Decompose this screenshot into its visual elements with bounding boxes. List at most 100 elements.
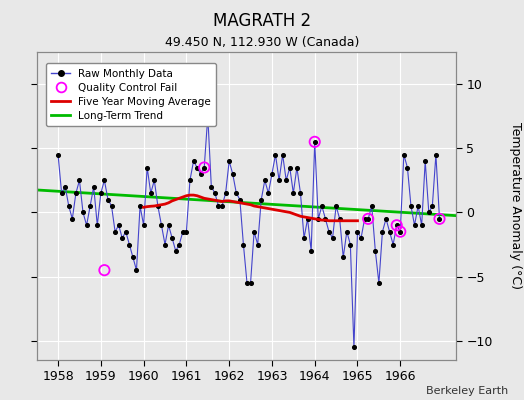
Point xyxy=(157,222,166,228)
Point xyxy=(68,216,77,222)
Point xyxy=(385,228,394,235)
Point xyxy=(243,280,251,286)
Point xyxy=(392,222,401,228)
Point xyxy=(364,216,373,222)
Point xyxy=(414,203,422,209)
Point xyxy=(111,228,119,235)
Point xyxy=(79,209,87,216)
Point xyxy=(364,216,373,222)
Point xyxy=(400,152,408,158)
Point xyxy=(300,235,308,241)
Point xyxy=(396,228,405,235)
Text: 49.450 N, 112.930 W (Canada): 49.450 N, 112.930 W (Canada) xyxy=(165,36,359,49)
Point xyxy=(150,177,158,184)
Point xyxy=(104,196,112,203)
Point xyxy=(54,152,62,158)
Point xyxy=(90,184,98,190)
Point xyxy=(418,222,426,228)
Point xyxy=(232,190,241,196)
Point xyxy=(268,171,276,177)
Point xyxy=(239,241,248,248)
Point xyxy=(107,203,116,209)
Point xyxy=(346,241,355,248)
Point xyxy=(185,177,194,184)
Point xyxy=(100,267,108,273)
Point xyxy=(171,248,180,254)
Point xyxy=(325,228,333,235)
Point xyxy=(218,203,226,209)
Point xyxy=(175,241,183,248)
Point xyxy=(86,203,94,209)
Point xyxy=(392,222,401,228)
Point xyxy=(58,190,66,196)
Point xyxy=(335,216,344,222)
Point xyxy=(139,222,148,228)
Point xyxy=(100,177,108,184)
Point xyxy=(271,152,280,158)
Point xyxy=(64,203,73,209)
Point xyxy=(236,196,244,203)
Point xyxy=(428,203,436,209)
Point xyxy=(435,216,444,222)
Point xyxy=(61,184,69,190)
Point xyxy=(371,248,379,254)
Point xyxy=(200,164,209,171)
Point xyxy=(132,267,140,273)
Point xyxy=(193,164,201,171)
Point xyxy=(432,152,440,158)
Point xyxy=(343,228,351,235)
Point xyxy=(282,177,290,184)
Point xyxy=(246,280,255,286)
Point xyxy=(165,222,173,228)
Point xyxy=(289,190,298,196)
Point xyxy=(293,164,301,171)
Point xyxy=(321,216,330,222)
Point xyxy=(278,152,287,158)
Point xyxy=(196,171,205,177)
Point xyxy=(311,139,319,145)
Point xyxy=(264,190,272,196)
Point xyxy=(222,190,230,196)
Text: Berkeley Earth: Berkeley Earth xyxy=(426,386,508,396)
Point xyxy=(136,203,144,209)
Point xyxy=(96,190,105,196)
Point xyxy=(75,177,84,184)
Text: MAGRATH 2: MAGRATH 2 xyxy=(213,12,311,30)
Point xyxy=(200,164,209,171)
Point xyxy=(329,235,337,241)
Point xyxy=(179,228,187,235)
Point xyxy=(257,196,266,203)
Point xyxy=(318,203,326,209)
Point xyxy=(311,139,319,145)
Point xyxy=(303,216,312,222)
Point xyxy=(389,241,397,248)
Point xyxy=(147,190,155,196)
Point xyxy=(154,203,162,209)
Point xyxy=(361,216,369,222)
Point xyxy=(396,228,405,235)
Point xyxy=(93,222,102,228)
Point xyxy=(214,203,223,209)
Point xyxy=(250,228,258,235)
Point xyxy=(260,177,269,184)
Point xyxy=(375,280,383,286)
Point xyxy=(225,158,233,164)
Point xyxy=(353,228,362,235)
Point xyxy=(82,222,91,228)
Point xyxy=(421,158,429,164)
Point xyxy=(350,344,358,350)
Point xyxy=(407,203,415,209)
Point xyxy=(410,222,419,228)
Point xyxy=(254,241,262,248)
Point xyxy=(275,177,283,184)
Point xyxy=(129,254,137,260)
Point xyxy=(296,190,304,196)
Point xyxy=(189,158,198,164)
Point xyxy=(204,113,212,119)
Point xyxy=(182,228,191,235)
Point xyxy=(118,235,126,241)
Point xyxy=(125,241,134,248)
Point xyxy=(161,241,169,248)
Point xyxy=(114,222,123,228)
Point xyxy=(307,248,315,254)
